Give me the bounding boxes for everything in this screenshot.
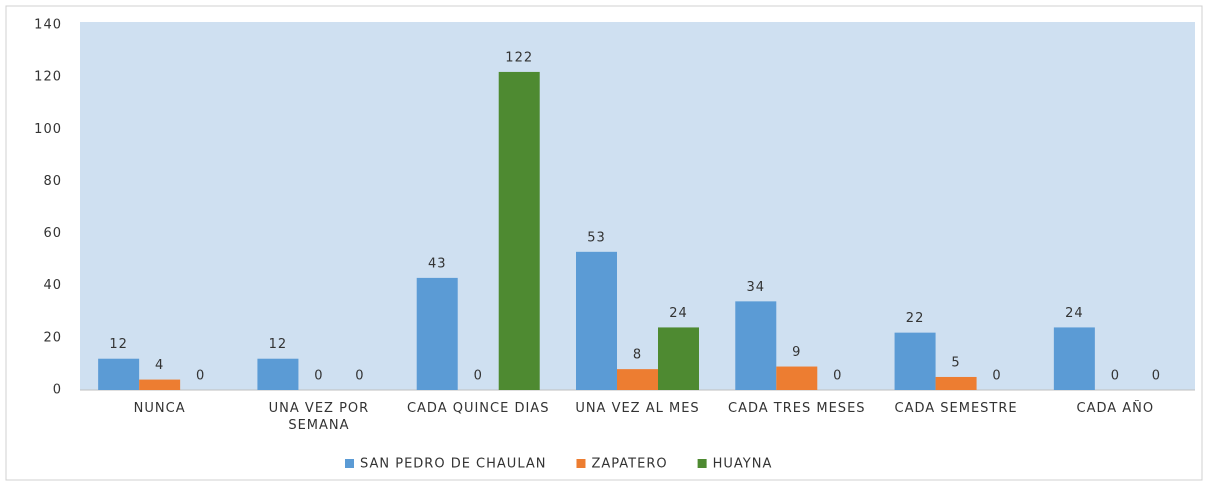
data-label: 12 — [109, 337, 128, 352]
x-tick-label-box: UNA VEZ POR SEMANA — [268, 401, 370, 433]
x-tick-label: CADA SEMESTRE — [894, 401, 1018, 416]
y-tick-label: 20 — [43, 330, 62, 345]
bar — [658, 327, 699, 390]
bar — [498, 71, 540, 390]
y-tick-label: 120 — [34, 70, 62, 85]
x-tick-label: UNA VEZ POR SEMANA — [268, 401, 370, 433]
x-tick-label: NUNCA — [133, 401, 186, 416]
y-tick-label: 100 — [34, 122, 62, 137]
bar — [576, 251, 617, 390]
bar — [735, 301, 777, 390]
bar — [139, 379, 181, 390]
data-label: 122 — [505, 50, 533, 65]
x-tick-label-box: NUNCA — [133, 401, 186, 416]
bar — [894, 332, 936, 390]
data-label: 9 — [792, 345, 801, 360]
x-tick-label-box: CADA TRES MESES — [728, 401, 866, 416]
bar — [776, 366, 818, 390]
bar — [257, 358, 299, 390]
legend-swatch — [697, 459, 707, 468]
data-label: 0 — [1111, 369, 1120, 384]
data-label: 0 — [474, 369, 483, 384]
bar — [98, 358, 140, 390]
data-label: 0 — [833, 369, 842, 384]
y-tick-label: 140 — [34, 18, 62, 33]
legend-swatch — [345, 459, 354, 468]
bar — [1053, 327, 1095, 390]
data-label: 34 — [747, 280, 766, 295]
data-label: 4 — [155, 358, 164, 373]
plot-area — [80, 22, 1195, 390]
data-label: 5 — [951, 355, 960, 370]
data-label: 0 — [314, 369, 323, 384]
data-label: 0 — [1152, 369, 1161, 384]
data-label: 24 — [669, 306, 688, 321]
data-label: 0 — [992, 369, 1001, 384]
legend-label: HUAYNA — [713, 457, 773, 472]
data-label: 0 — [196, 369, 205, 384]
data-label: 24 — [1065, 306, 1084, 321]
data-label: 53 — [587, 230, 606, 245]
bar — [617, 369, 658, 390]
x-tick-label-box: CADA SEMESTRE — [894, 401, 1018, 416]
y-tick-label: 60 — [43, 226, 62, 241]
bar — [935, 376, 977, 390]
x-tick-label-box: CADA AÑO — [1076, 401, 1155, 416]
y-tick-label: 40 — [43, 278, 62, 293]
x-tick-label: CADA AÑO — [1076, 401, 1155, 416]
y-tick-label: 80 — [43, 174, 62, 189]
bar — [416, 277, 458, 390]
y-tick-label: 0 — [53, 383, 62, 398]
x-tick-label: CADA QUINCE DIAS — [406, 401, 550, 416]
legend-swatch — [576, 459, 586, 468]
legend-label: ZAPATERO — [591, 457, 667, 472]
x-tick-label-box: UNA VEZ AL MES — [575, 401, 700, 416]
x-tick-label: UNA VEZ AL MES — [575, 401, 700, 416]
data-label: 12 — [269, 337, 288, 352]
x-tick-label-box: CADA QUINCE DIAS — [406, 401, 550, 416]
data-label: 43 — [428, 256, 447, 271]
data-label: 0 — [355, 369, 364, 384]
legend-label: SAN PEDRO DE CHAULAN — [360, 457, 546, 472]
data-label: 8 — [633, 348, 642, 363]
x-tick-label: CADA TRES MESES — [728, 401, 866, 416]
data-label: 22 — [906, 311, 925, 326]
